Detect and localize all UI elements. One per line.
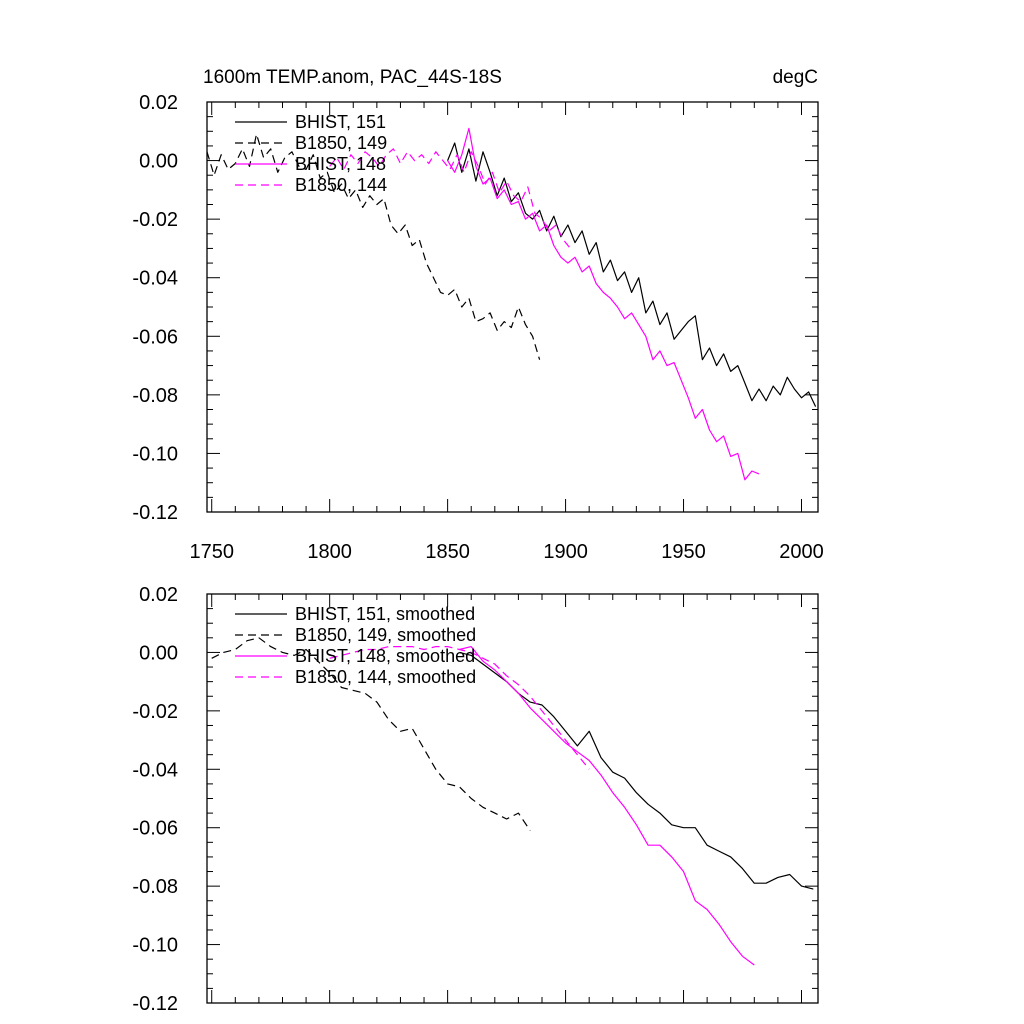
chart-2-series-2-line	[211, 637, 531, 831]
chart-2-ytick-label: -0.08	[132, 876, 178, 898]
chart-1-xtick-label: 1900	[543, 541, 588, 563]
chart-1-ytick-label: -0.08	[132, 385, 178, 407]
chart-2-series-4-line	[329, 645, 590, 770]
chart-2-legend-label-2: B1850, 149, smoothed	[295, 625, 476, 645]
chart-2-ytick-label: -0.06	[132, 818, 178, 840]
chart-2-ytick-label: -0.10	[132, 935, 178, 957]
chart-1-title: 1600m TEMP.anom, PAC_44S-18S	[203, 67, 502, 88]
chart-1-legend-label-4: B1850, 144	[295, 175, 387, 195]
chart-2: 0.02 0.00 -0.02 -0.04 -0.06 -0.08 -0.10 -0.12 BH…	[132, 584, 819, 1015]
chart-1-ytick-label: 0.02	[139, 92, 178, 114]
chart-2-ytick-label: -0.04	[132, 759, 178, 781]
chart-2-ytick-label: -0.12	[132, 993, 178, 1015]
chart-2-legend-label-1: BHIST, 151, smoothed	[295, 604, 475, 624]
chart-1-xtick-label: 1800	[307, 541, 352, 563]
chart-1-xtick-label: 2000	[779, 541, 824, 563]
chart-1: 1600m TEMP.anom, PAC_44S-18S degC 0.02 0.00…	[132, 67, 823, 563]
chart-1-legend-label-2: B1850, 149	[295, 133, 387, 153]
chart-1-series-2-line	[207, 133, 541, 360]
chart-1-series-1-line	[447, 142, 817, 407]
chart-2-ytick-label: 0.00	[139, 642, 178, 664]
chart-1-ytick-label: -0.02	[132, 209, 178, 231]
chart-1-xtick-label: 1850	[425, 541, 470, 563]
chart-1-units: degC	[773, 67, 818, 88]
chart-1-xtick-label: 1750	[189, 541, 234, 563]
chart-1-legend-label-1: BHIST, 151	[295, 112, 386, 132]
chart-2-legend-label-3: BHIST, 148, smoothed	[295, 646, 475, 666]
chart-2-series-group	[211, 637, 814, 966]
chart-1-series-4-line	[329, 148, 571, 249]
chart-1-xtick-label: 1950	[661, 541, 706, 563]
chart-2-legend-label-4: B1850, 144, smoothed	[295, 667, 476, 687]
chart-1-ytick-label: -0.10	[132, 443, 178, 465]
chart-1-ytick-label: -0.12	[132, 502, 178, 524]
chart-1-ytick-label: -0.06	[132, 326, 178, 348]
chart-2-ytick-label: -0.02	[132, 701, 178, 723]
chart-2-series-3-line	[459, 645, 755, 966]
chart-1-legend-label-3: BHIST, 148	[295, 154, 386, 174]
chart-1-series-3-line	[447, 127, 760, 481]
chart-1-ytick-label: -0.04	[132, 268, 178, 290]
chart-1-series-group	[207, 127, 817, 481]
chart-1-ytick-label: 0.00	[139, 151, 178, 173]
chart-2-ytick-label: 0.02	[139, 584, 178, 606]
